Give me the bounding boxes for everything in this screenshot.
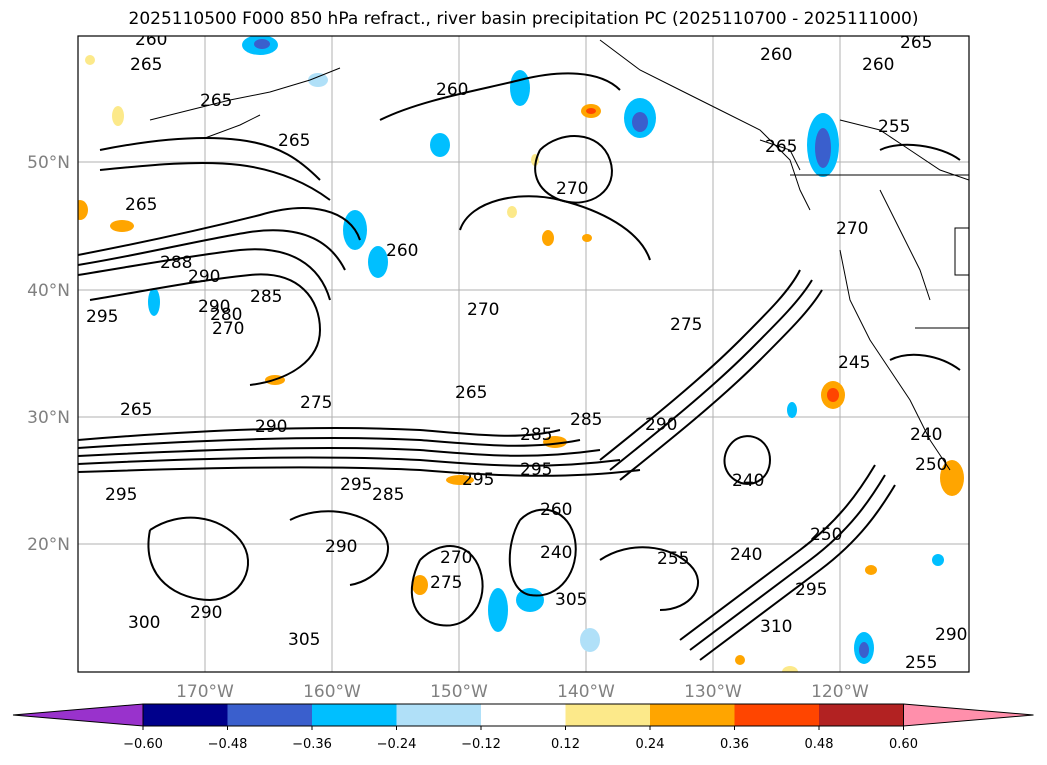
contour-label: 290 — [255, 417, 287, 437]
lat-label: 20°N — [27, 535, 70, 555]
contour-label: 255 — [878, 117, 910, 137]
contour-label: 305 — [288, 630, 320, 650]
contour-label: 260 — [862, 55, 894, 75]
contour-label: 270 — [440, 548, 472, 568]
contour-label: 295 — [105, 485, 137, 505]
graticule — [78, 36, 969, 672]
colorbar-tick-label: −0.36 — [292, 737, 332, 752]
contour-label: 260 — [135, 30, 167, 50]
contour-label: 255 — [657, 549, 689, 569]
colorbar-segment — [819, 704, 904, 726]
lon-label: 170°W — [176, 682, 234, 702]
contour-label: 290 — [935, 625, 967, 645]
contour-label: 270 — [836, 219, 868, 239]
contour-label: 285 — [372, 485, 404, 505]
contour-label: 260 — [386, 241, 418, 261]
contour-label: 290 — [188, 267, 220, 287]
contour-label: 255 — [905, 653, 937, 673]
contour-label: 250 — [810, 525, 842, 545]
contour-label: 265 — [900, 33, 932, 53]
contour-label: 265 — [125, 195, 157, 215]
contour-label: 290 — [325, 537, 357, 557]
contour-label: 250 — [915, 455, 947, 475]
contour-label: 270 — [467, 300, 499, 320]
map-title: 2025110500 F000 850 hPa refract., river … — [128, 9, 919, 29]
contour-label: 275 — [300, 393, 332, 413]
contour-label: 290 — [190, 603, 222, 623]
contour-label: 240 — [540, 543, 572, 563]
contour-label: 295 — [86, 307, 118, 327]
contour-label: 240 — [910, 425, 942, 445]
contour-labels: 260 265 265 265 260 260 260 265 255 265 … — [86, 30, 967, 673]
colorbar-tick-label: 0.24 — [636, 737, 665, 752]
colorbar-segment — [734, 704, 819, 726]
contour-label: 290 — [198, 297, 230, 317]
contour-label: 265 — [130, 55, 162, 75]
contour-label: 265 — [200, 91, 232, 111]
lon-label: 140°W — [557, 682, 615, 702]
refractivity-contours — [78, 72, 961, 661]
longitude-labels: 170°W 160°W 150°W 140°W 130°W 120°W — [176, 682, 869, 702]
latitude-labels: 50°N 40°N 30°N 20°N — [27, 153, 70, 555]
contour-label: 288 — [160, 253, 192, 273]
colorbar-tick-label: 0.60 — [889, 737, 918, 752]
contour-label: 295 — [520, 460, 552, 480]
contour-label: 310 — [760, 617, 792, 637]
contour-label: 265 — [120, 400, 152, 420]
colorbar-tick-label: 0.12 — [551, 737, 580, 752]
contour-label: 265 — [278, 131, 310, 151]
map-frame — [77, 35, 970, 673]
contour-label: 240 — [732, 471, 764, 491]
colorbar-extend-high — [903, 703, 1034, 727]
contour-label: 240 — [730, 545, 762, 565]
colorbar-tick-label: 0.36 — [720, 737, 749, 752]
colorbar-tick-label: −0.60 — [123, 737, 163, 752]
lon-label: 150°W — [430, 682, 488, 702]
colorbar-outline — [142, 703, 904, 727]
contour-label: 290 — [645, 415, 677, 435]
colorbar-tick-label: 0.48 — [805, 737, 834, 752]
lon-label: 160°W — [303, 682, 361, 702]
colorbar-extend-low — [12, 703, 144, 727]
lon-label: 120°W — [811, 682, 869, 702]
contour-label: 295 — [340, 475, 372, 495]
contour-label: 285 — [520, 425, 552, 445]
contour-label: 270 — [212, 319, 244, 339]
contour-label: 270 — [556, 179, 588, 199]
contour-label: 295 — [795, 580, 827, 600]
colorbar-tick-label: −0.48 — [208, 737, 248, 752]
contour-label: 245 — [838, 353, 870, 373]
colorbar-segment — [650, 704, 735, 726]
contour-label: 275 — [670, 315, 702, 335]
colorbar-segment — [565, 704, 650, 726]
colorbar-tick-label: −0.12 — [461, 737, 501, 752]
contour-label: 260 — [760, 45, 792, 65]
contour-label: 305 — [555, 590, 587, 610]
lon-label: 130°W — [684, 682, 742, 702]
coastlines — [149, 39, 969, 471]
contour-label: 260 — [436, 80, 468, 100]
colorbar-segment — [312, 704, 397, 726]
colorbar: −0.60 −0.48 −0.36 −0.24 −0.12 0.12 0.24 0.36 0.4… — [12, 703, 1034, 752]
contour-label: 265 — [765, 137, 797, 157]
contour-label: 295 — [462, 470, 494, 490]
contour-label: 265 — [455, 383, 487, 403]
colorbar-segment — [481, 704, 566, 726]
contour-label: 275 — [430, 573, 462, 593]
contour-label: 285 — [570, 410, 602, 430]
colorbar-segment — [143, 704, 228, 726]
colorbar-segment — [227, 704, 312, 726]
lat-label: 30°N — [27, 408, 70, 428]
colorbar-tick-label: −0.24 — [377, 737, 417, 752]
pc-shading — [78, 36, 964, 672]
colorbar-segment — [396, 704, 481, 726]
contour-label: 285 — [250, 287, 282, 307]
lat-label: 40°N — [27, 281, 70, 301]
contour-label: 260 — [540, 500, 572, 520]
contour-label: 300 — [128, 613, 160, 633]
contour-label: 280 — [210, 305, 242, 325]
map-content: 260 265 265 265 260 260 260 265 255 265 … — [78, 30, 969, 673]
lat-label: 50°N — [27, 153, 70, 173]
